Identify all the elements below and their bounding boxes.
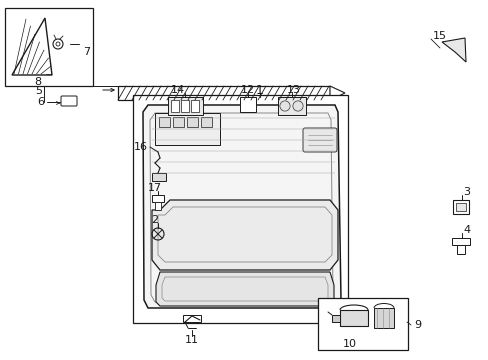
Bar: [118, 86, 329, 100]
Text: 5: 5: [35, 86, 42, 96]
Bar: [168, 97, 203, 115]
Circle shape: [292, 101, 303, 111]
Text: 1: 1: [256, 84, 264, 96]
Text: 15: 15: [432, 31, 446, 41]
FancyBboxPatch shape: [61, 96, 77, 106]
Text: 3: 3: [462, 187, 469, 197]
Bar: [181, 100, 189, 112]
Text: 12: 12: [241, 85, 255, 95]
Bar: [191, 100, 199, 112]
Bar: [155, 113, 220, 145]
Bar: [183, 315, 201, 322]
Text: 6: 6: [37, 97, 44, 107]
Polygon shape: [12, 18, 52, 75]
Polygon shape: [156, 272, 333, 306]
Bar: [201, 117, 212, 127]
Bar: [317, 298, 407, 350]
Text: 11: 11: [184, 335, 199, 345]
Bar: [451, 238, 469, 245]
Bar: [456, 245, 464, 254]
Bar: [152, 195, 163, 202]
Bar: [152, 173, 165, 181]
Bar: [159, 117, 170, 127]
Bar: [339, 310, 367, 326]
Text: 10: 10: [342, 339, 356, 349]
Text: 9: 9: [413, 320, 420, 330]
Bar: [373, 308, 393, 328]
Text: 8: 8: [34, 77, 41, 87]
Bar: [278, 97, 305, 115]
Circle shape: [280, 101, 289, 111]
Polygon shape: [152, 200, 337, 270]
FancyBboxPatch shape: [303, 128, 336, 152]
Text: 7: 7: [83, 47, 90, 57]
Bar: [133, 95, 347, 323]
Bar: [331, 315, 339, 322]
Text: 16: 16: [134, 142, 148, 152]
Bar: [240, 97, 256, 112]
Bar: [171, 100, 179, 112]
Polygon shape: [329, 86, 345, 100]
Bar: [173, 117, 183, 127]
Bar: [452, 200, 468, 214]
Text: 4: 4: [462, 225, 469, 235]
Bar: [455, 203, 465, 211]
Polygon shape: [142, 105, 340, 308]
Text: 14: 14: [171, 85, 184, 95]
Bar: [155, 202, 161, 210]
Text: 2: 2: [151, 215, 158, 225]
Bar: [5, 8, 93, 86]
Text: 13: 13: [286, 85, 301, 95]
Bar: [186, 117, 198, 127]
Polygon shape: [441, 38, 465, 62]
Text: 17: 17: [148, 183, 162, 193]
